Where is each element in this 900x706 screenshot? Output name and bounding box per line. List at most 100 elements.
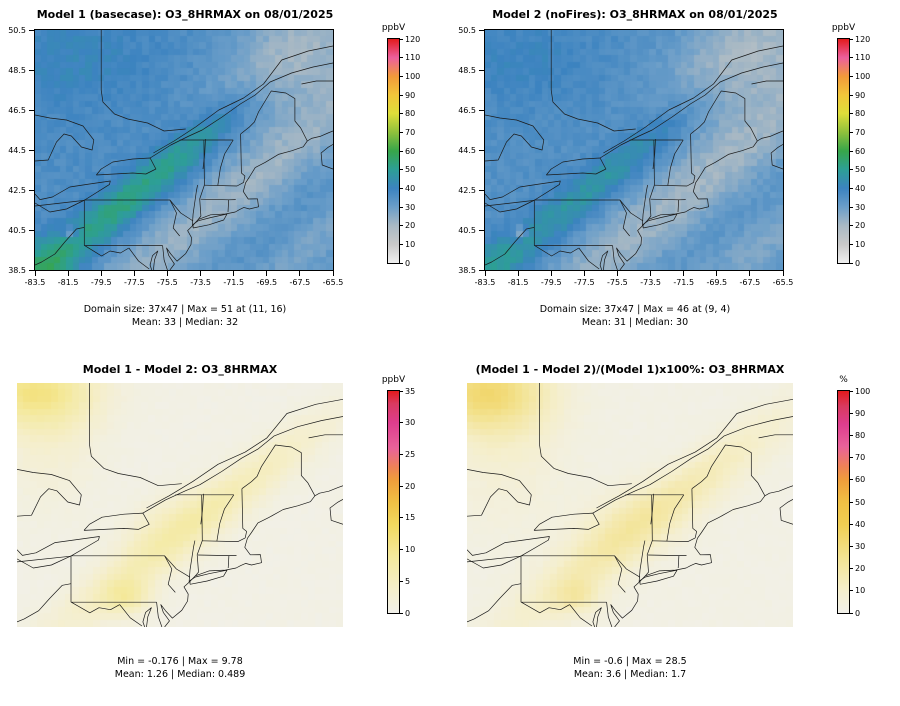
x-axis-tick	[100, 271, 102, 276]
colorbar-tick	[400, 422, 403, 424]
colorbar-tick-label: 20	[405, 481, 416, 491]
colorbar-tick-label: 15	[405, 513, 416, 523]
colorbar-tick-label: 100	[855, 386, 871, 396]
colorbar-tick	[850, 225, 853, 227]
colorbar-tick	[850, 545, 853, 547]
colorbar-tick	[850, 169, 853, 171]
colorbar-tick-label: 110	[405, 53, 421, 63]
panel-title: Model 1 (basecase): O3_8HRMAX on 08/01/2…	[36, 8, 334, 21]
y-axis-tick-label: 42.5	[8, 186, 26, 195]
x-axis-tick-label: -75.5	[157, 278, 178, 287]
colorbar-tick	[400, 549, 403, 551]
colorbar-tick-label: 40	[855, 519, 866, 529]
x-axis-tick-label: -75.5	[607, 278, 628, 287]
y-axis-tick	[479, 149, 484, 151]
colorbar-unit-label: ppbV	[831, 23, 856, 33]
colorbar-tick	[850, 568, 853, 570]
colorbar-tick-label: 10	[855, 239, 866, 249]
stats-line-2: Mean: 1.26 | Median: 0.489	[114, 669, 246, 680]
x-axis-tick	[616, 271, 618, 276]
y-axis-tick-label: 38.5	[458, 266, 476, 275]
x-axis-tick-label: -67.5	[289, 278, 311, 287]
colorbar-tick-label: 70	[405, 127, 416, 137]
y-axis-tick-label: 44.5	[8, 146, 26, 155]
heatmap-canvas	[35, 30, 333, 270]
stats-line-1: Domain size: 37x47 | Max = 51 at (11, 16…	[83, 304, 287, 315]
y-axis-tick-label: 48.5	[8, 66, 26, 75]
colorbar-tick	[850, 94, 853, 96]
colorbar-tick	[400, 390, 403, 392]
x-axis-tick-label: -77.5	[573, 278, 595, 287]
colorbar-tick-label: 10	[405, 545, 416, 555]
colorbar-tick	[850, 75, 853, 77]
x-axis-tick	[34, 271, 36, 276]
colorbar	[387, 390, 400, 614]
colorbar-tick-label: 25	[405, 449, 416, 459]
x-axis-tick-label: -79.5	[90, 278, 112, 287]
colorbar-tick-label: 120	[855, 34, 871, 44]
x-axis-tick-label: -81.5	[57, 278, 79, 287]
y-axis-tick	[479, 109, 484, 111]
x-axis-tick	[782, 271, 784, 276]
colorbar-tick	[400, 94, 403, 96]
map-difference	[17, 383, 343, 627]
stats-line-1: Domain size: 37x47 | Max = 46 at (9, 4)	[539, 304, 731, 315]
colorbar-tick-label: 80	[405, 109, 416, 119]
colorbar-tick-label: 30	[405, 202, 416, 212]
colorbar-tick-label: 60	[855, 146, 866, 156]
y-axis-tick-label: 40.5	[458, 226, 476, 235]
heatmap-canvas	[467, 383, 793, 627]
panel-percent-difference: (Model 1 - Model 2)/(Model 1)x100%: O3_8…	[450, 352, 900, 702]
y-axis-tick-label: 42.5	[458, 186, 476, 195]
colorbar-tick-label: 60	[855, 475, 866, 485]
x-axis-tick	[484, 271, 486, 276]
map-model1	[34, 29, 334, 271]
y-axis-tick	[479, 189, 484, 191]
colorbar-tick-label: 80	[855, 430, 866, 440]
x-axis-tick	[550, 271, 552, 276]
colorbar-tick	[400, 580, 403, 582]
stats-line-1: Min = -0.6 | Max = 28.5	[573, 656, 687, 667]
x-axis-tick-label: -73.5	[190, 278, 211, 287]
colorbar-tick	[400, 57, 403, 59]
y-axis-tick	[29, 229, 34, 231]
colorbar-tick	[400, 187, 403, 189]
y-axis-tick	[29, 269, 34, 271]
x-axis-tick	[583, 271, 585, 276]
y-axis-tick	[29, 29, 34, 31]
x-axis-tick-label: -65.5	[322, 278, 344, 287]
colorbar-tick	[850, 412, 853, 414]
colorbar-tick	[400, 169, 403, 171]
colorbar-unit-label: ppbV	[381, 375, 406, 385]
colorbar-tick	[400, 517, 403, 519]
y-axis-tick-label: 50.5	[458, 26, 476, 35]
y-axis-tick-label: 46.5	[458, 106, 476, 115]
colorbar-tick-label: 110	[855, 53, 871, 63]
y-axis-tick	[479, 29, 484, 31]
x-axis-tick-label: -69.5	[706, 278, 728, 287]
colorbar-unit-label: ppbV	[381, 23, 406, 33]
colorbar-tick	[400, 225, 403, 227]
colorbar-tick-label: 0	[405, 258, 411, 268]
panel-title: Model 1 - Model 2: O3_8HRMAX	[82, 363, 278, 376]
colorbar-tick-label: 30	[855, 541, 866, 551]
heatmap-canvas	[485, 30, 783, 270]
colorbar-tick	[850, 262, 853, 264]
colorbar-tick-label: 30	[855, 202, 866, 212]
x-axis-tick-label: -69.5	[256, 278, 278, 287]
colorbar-tick	[400, 75, 403, 77]
stats-line-1: Min = -0.176 | Max = 9.78	[117, 656, 243, 667]
colorbar-tick	[850, 206, 853, 208]
colorbar-tick-label: 100	[405, 71, 421, 81]
y-axis-tick-label: 46.5	[8, 106, 26, 115]
colorbar-tick-label: 0	[855, 608, 861, 618]
x-axis-tick	[266, 271, 268, 276]
colorbar-tick-label: 30	[405, 418, 416, 428]
x-axis-tick-label: -83.5	[24, 278, 46, 287]
colorbar-tick	[850, 113, 853, 115]
y-axis-tick-label: 50.5	[8, 26, 26, 35]
colorbar-tick-label: 100	[855, 71, 871, 81]
colorbar-tick	[850, 38, 853, 40]
colorbar-tick-label: 20	[855, 564, 866, 574]
colorbar-tick	[400, 485, 403, 487]
